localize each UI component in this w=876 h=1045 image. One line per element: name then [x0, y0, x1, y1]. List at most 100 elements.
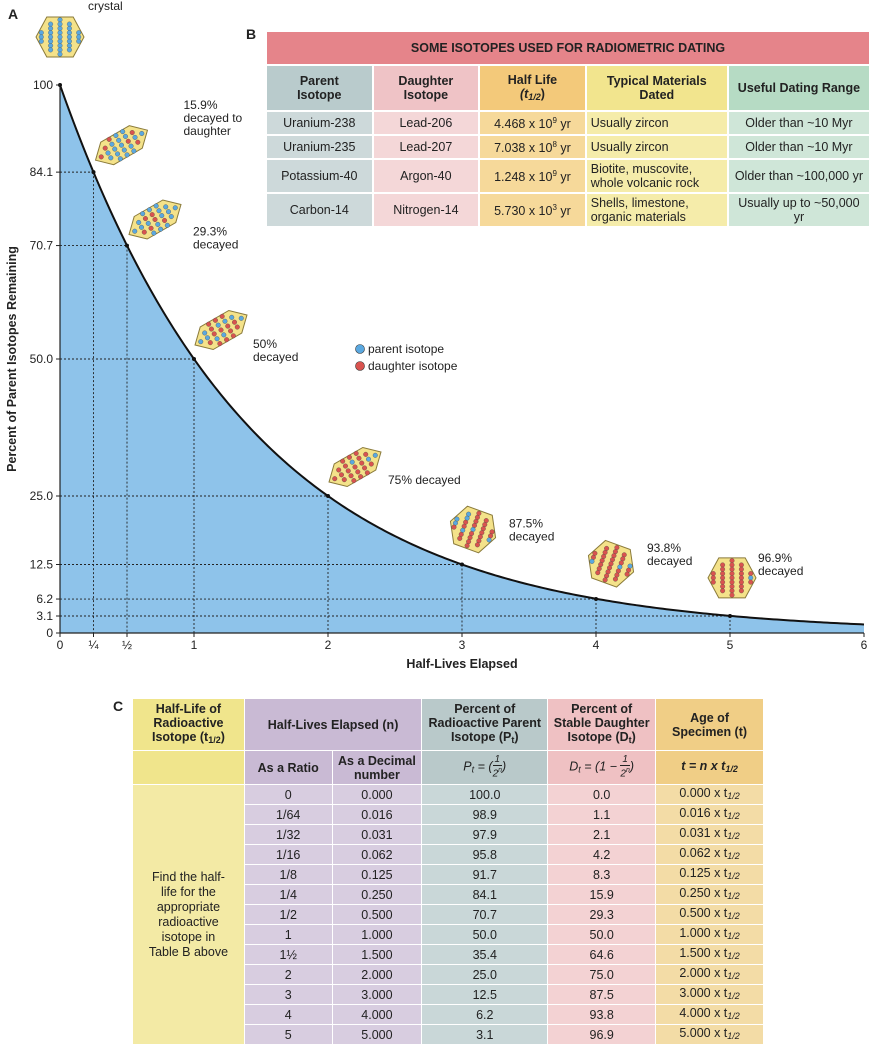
parent-atom — [66, 30, 72, 36]
parent-atom — [116, 137, 122, 143]
cell-decimal: 0.062 — [331, 844, 423, 865]
parent-atom — [38, 38, 44, 44]
daughter-atom — [720, 566, 726, 572]
header-half-life-of-isotope: Half-Life of Radioactive Isotope (t1/2) — [132, 698, 245, 751]
x-tick-label: 3 — [459, 638, 466, 652]
daughter-atom — [125, 138, 131, 144]
cell-half-life: 4.468 x 109 yr — [478, 110, 587, 136]
annotation-label: decayed — [253, 350, 298, 364]
isotope-row: Carbon-14 Nitrogen-14 5.730 x 103 yr Shells… — [265, 192, 872, 228]
header-percent-parent: Percent of Radioactive Parent Isotope (P… — [421, 698, 549, 751]
daughter-atom — [98, 154, 104, 160]
daughter-atom — [364, 470, 370, 476]
crystal-icon — [587, 539, 635, 588]
daughter-atom — [729, 588, 735, 594]
data-point — [728, 614, 732, 619]
parent-atom — [163, 204, 169, 210]
annotation-label: 29.3% — [193, 225, 227, 239]
cell-ratio: 3 — [243, 984, 333, 1005]
cell-parent-percent: 70.7 — [421, 904, 549, 925]
panel-label-a: A — [8, 6, 19, 22]
cell-ratio: 1/16 — [243, 844, 333, 865]
data-point — [594, 597, 598, 602]
daughter-atom — [738, 562, 744, 568]
daughter-atom — [729, 584, 735, 589]
cell-decimal: 3.000 — [331, 984, 423, 1005]
cell-parent-percent: 98.9 — [421, 804, 549, 825]
parent-atom — [349, 459, 355, 465]
annotation-label: daughter — [184, 124, 231, 138]
note-cell: Find the half-life for the appropriate r… — [132, 784, 245, 1045]
daughter-atom — [729, 575, 735, 581]
formula-parent: Pt = (1 2n) — [421, 750, 549, 785]
parent-atom — [128, 143, 134, 149]
daughter-atom — [729, 566, 735, 572]
parent-atom — [158, 226, 164, 232]
annotation-label: decayed — [758, 564, 803, 578]
parent-atom — [221, 332, 227, 338]
x-tick-label: 0 — [57, 638, 64, 652]
cell-range: Older than ~10 Myr — [726, 110, 872, 136]
cell-age: 5.000 x t1/2 — [655, 1024, 764, 1045]
cell-ratio: 4 — [243, 1004, 333, 1025]
daughter-atom — [352, 464, 358, 470]
daughter-atom — [232, 319, 237, 325]
cell-age: 0.016 x t1/2 — [655, 804, 764, 825]
parent-atom — [164, 222, 170, 228]
cell-parent-percent: 35.4 — [421, 944, 549, 965]
parent-atom — [66, 38, 72, 44]
daughter-atom — [224, 337, 230, 343]
daughter-atom — [208, 326, 214, 332]
cell-range: Usually up to ~50,000 yr — [726, 192, 872, 228]
header-half-life: Half Life (t1/2) — [478, 64, 587, 112]
annotation-label: 93.8% — [647, 541, 681, 555]
parent-atom — [48, 47, 54, 53]
parent-atom — [109, 141, 115, 147]
daughter-atom — [359, 460, 365, 466]
cell-ratio: 0 — [243, 784, 333, 805]
y-tick-label: 70.7 — [30, 239, 54, 253]
daughter-atom — [738, 571, 744, 577]
cell-materials: Usually zircon — [584, 134, 729, 160]
cell-decimal: 0.250 — [331, 884, 423, 905]
parent-atom — [238, 315, 244, 321]
annotation-label: decayed — [509, 530, 554, 544]
parent-atom — [145, 220, 151, 226]
header-percent-daughter: Percent of Stable Daughter Isotope (Dt) — [547, 698, 657, 751]
cell-parent-percent: 95.8 — [421, 844, 549, 865]
daughter-atom — [720, 562, 726, 568]
x-tick-label: ½ — [122, 638, 132, 652]
daughter-atom — [339, 472, 344, 478]
parent-atom — [57, 21, 63, 27]
cell-age: 0.000 x t1/2 — [655, 784, 764, 805]
parent-atom — [172, 205, 178, 211]
daughter-atom — [340, 458, 346, 464]
parent-atom — [57, 17, 63, 23]
subheader-as-decimal: As a Decimal number — [331, 750, 423, 785]
x-tick-label: 2 — [325, 638, 332, 652]
header-half-lives-elapsed: Half-Lives Elapsed (n) — [243, 698, 423, 751]
cell-age: 0.500 x t1/2 — [655, 904, 764, 925]
subheader-blank — [132, 750, 245, 785]
cell-parent-percent: 50.0 — [421, 924, 549, 945]
daughter-atom — [219, 313, 225, 319]
x-axis-label: Half-Lives Elapsed — [406, 657, 517, 671]
crystal-icon — [449, 505, 497, 554]
cell-parent-percent: 12.5 — [421, 984, 549, 1005]
daughter-atom — [738, 588, 744, 594]
parent-atom — [136, 220, 142, 225]
legend-label: daughter isotope — [368, 359, 458, 373]
daughter-atom — [720, 579, 726, 585]
cell-parent-percent: 6.2 — [421, 1004, 549, 1025]
y-tick-label: 3.1 — [36, 609, 53, 623]
parent-atom — [108, 155, 114, 161]
daughter-atom — [351, 478, 357, 484]
cell-materials: Usually zircon — [584, 110, 729, 136]
daughter-atom — [129, 130, 135, 135]
parent-atom — [66, 21, 72, 27]
daughter-atom — [363, 451, 369, 457]
cell-daughter-percent: 64.6 — [547, 944, 657, 965]
cell-decimal: 0.125 — [331, 864, 423, 885]
daughter-atom — [720, 588, 726, 594]
parent-atom — [48, 34, 54, 40]
